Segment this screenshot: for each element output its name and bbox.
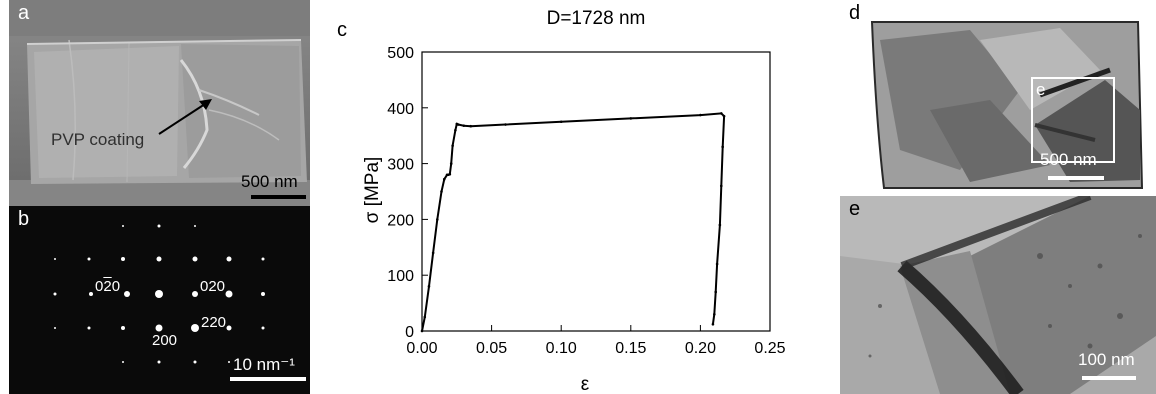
data-point-0-5 (440, 190, 443, 193)
data-point-0-20 (699, 113, 702, 117)
y-tick-label-2: 200 (387, 212, 414, 229)
data-point-0-12 (454, 128, 457, 132)
spot-label-020: 020 (200, 278, 226, 295)
plot-frame (421, 51, 771, 332)
data-point-0-26 (715, 262, 719, 266)
scale-bar-a (251, 195, 306, 199)
panel-letter-a: a (18, 2, 30, 24)
y-axis-label: σ [MPa] (362, 157, 383, 224)
y-tick-label-5: 500 (387, 45, 414, 62)
diffraction-pattern (9, 206, 310, 394)
annotation-arrow (158, 103, 206, 135)
x-tick-label-4: 0.20 (685, 340, 716, 357)
scale-bar-label-b: 10 nm⁻¹ (233, 355, 295, 374)
data-point-0-10 (449, 162, 453, 165)
arrowhead-icon (199, 99, 212, 110)
scale-bar-label-e: 100 nm (1078, 350, 1135, 369)
panel-c-chart: c D=1728 nm ε σ [MPa] 0.00 0.05 0.10 0.15 0.… (330, 0, 800, 394)
data-point-0-22 (722, 114, 726, 118)
panel-e-tem-zoom: e 100 nm (840, 196, 1156, 394)
data-point-0-23 (721, 145, 724, 149)
y-tick-label-1: 100 (387, 268, 414, 285)
data-point-0-25 (718, 223, 722, 227)
data-point-0-24 (719, 184, 723, 188)
spot-label-0-bar2-0: 020 (95, 278, 121, 295)
x-tick-label-0: 0.00 (406, 340, 437, 357)
panel-letter-e: e (849, 198, 861, 220)
data-point-0-29 (711, 323, 715, 326)
inset-box-e (1031, 77, 1115, 163)
spot-label-220: 220 (201, 314, 227, 331)
panel-letter-d: d (849, 2, 861, 24)
panel-b-diffraction: b 020 020 220 200 10 nm⁻¹ (9, 206, 310, 394)
x-axis-label: ε (581, 374, 590, 394)
tem-zoom-image (840, 196, 1156, 394)
data-point-0-4 (436, 218, 439, 221)
y-tick-label-4: 400 (387, 101, 414, 118)
panel-d-tem-overview: d e 500 nm (840, 0, 1156, 192)
data-point-0-9 (448, 172, 452, 176)
data-point-0-17 (504, 123, 507, 126)
panel-a-sem-image: a PVP coating 500 nm (9, 0, 310, 206)
data-point-0-3 (431, 251, 435, 255)
data-point-0-11 (451, 144, 454, 148)
scale-bar-d (1048, 176, 1104, 180)
sem-image (9, 0, 310, 206)
spot-label-200: 200 (152, 332, 178, 349)
scale-bar-label-a: 500 nm (241, 172, 298, 191)
data-point-0-21 (719, 112, 723, 115)
stress-strain-chart: c D=1728 nm ε σ [MPa] 0.00 0.05 0.10 0.15 0.… (337, 8, 786, 394)
data-point-0-16 (469, 124, 473, 128)
chart-title: D=1728 nm (547, 8, 646, 29)
series-line-0 (421, 112, 726, 332)
data-point-0-18 (559, 120, 563, 124)
inset-label-e: e (1036, 80, 1046, 99)
x-tick-label-3: 0.15 (615, 340, 646, 357)
panel-letter-b: b (18, 208, 30, 230)
data-point-0-1 (423, 315, 427, 319)
data-point-0-14 (456, 123, 460, 126)
scale-bar-label-d: 500 nm (1040, 150, 1097, 169)
data-point-0-6 (442, 177, 446, 181)
tem-overview-image (840, 0, 1156, 192)
y-tick-label-3: 300 (387, 157, 414, 174)
scale-bar-e (1082, 376, 1136, 380)
pvp-coating-label: PVP coating (51, 130, 145, 149)
y-tick-label-0: 0 (405, 324, 414, 341)
scale-bar-b (230, 377, 306, 381)
x-tick-label-1: 0.05 (476, 340, 507, 357)
x-tick-label-5: 0.25 (754, 340, 785, 357)
data-point-0-27 (714, 290, 718, 294)
data-point-0-19 (629, 117, 633, 120)
data-point-0-28 (713, 312, 716, 316)
data-point-0-0 (420, 329, 424, 333)
panel-letter-c: c (337, 19, 347, 41)
x-tick-label-2: 0.10 (546, 340, 577, 357)
data-point-0-15 (462, 124, 466, 127)
data-point-0-2 (427, 285, 431, 288)
